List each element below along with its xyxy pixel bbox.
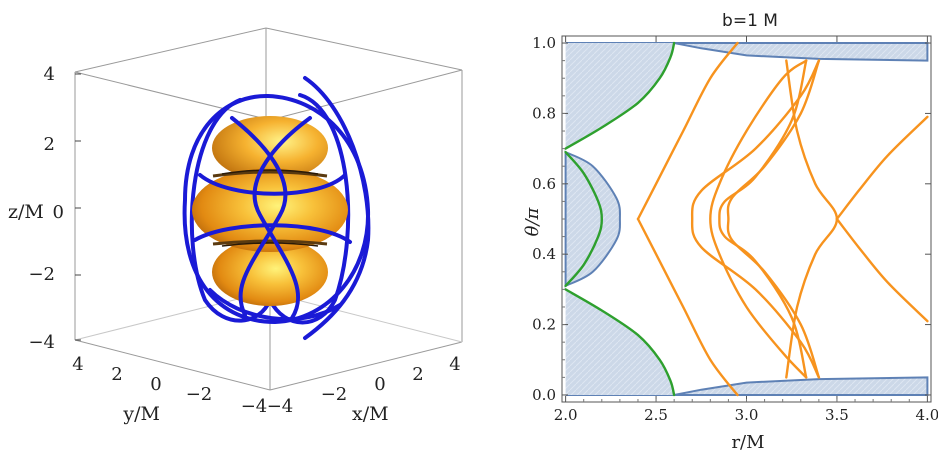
forbidden-regions <box>564 42 929 396</box>
orbit-4-curve <box>726 59 821 379</box>
y-tick-label: 0.4 <box>532 245 556 263</box>
orbit-2-curve <box>690 59 821 379</box>
green-lower-curve <box>564 288 676 397</box>
green-middle-curve <box>564 150 604 288</box>
x-tick-label: 3.0 <box>735 406 759 424</box>
x-axis-label: r/M <box>731 432 764 453</box>
y-tick-label: 0.2 <box>532 316 556 334</box>
y-tick: −2 <box>186 384 213 405</box>
axis-ticks: 2.0 2.5 3.0 3.5 4.0 0.0 0.2 0.4 0.6 0.8 1.0 <box>532 34 938 424</box>
orbit-3d-plot: 4 2 0 −2 −4 z/M 4 2 0 −2 −4 y/M 4 2 0 <box>8 27 463 425</box>
curves <box>564 41 929 397</box>
z-tick: 2 <box>44 134 55 155</box>
x-tick: 2 <box>412 364 423 385</box>
z-axis-ticks: 4 2 0 −2 −4 <box>28 64 64 353</box>
y-tick-label: 1.0 <box>532 34 556 52</box>
y-tick-label: 0.0 <box>532 386 556 404</box>
y-tick: 0 <box>150 374 161 395</box>
orbit-right-lower-curve <box>835 217 929 323</box>
shaded-wedge-top <box>565 43 675 149</box>
z-tick: 4 <box>44 64 55 85</box>
x-tick: 0 <box>374 374 385 395</box>
green-upper-curve <box>564 41 676 150</box>
orbit-right-upper-curve <box>835 115 929 221</box>
orbit-6-curve <box>636 217 739 397</box>
x-tick: −2 <box>321 384 348 405</box>
x-tick: −4 <box>267 396 294 417</box>
x-tick-label: 3.5 <box>825 406 849 424</box>
x-axis-ticks: 4 2 0 −2 −4 <box>267 354 461 417</box>
y-tick-label: 0.6 <box>532 175 556 193</box>
orbit-5-curve <box>636 41 739 221</box>
theta-r-plot: b=1 M 2.0 2.5 3.0 3.5 4.00.00.20.40.60.81.0 … <box>522 11 938 453</box>
z-tick: −2 <box>28 264 55 285</box>
z-axis-label: z/M <box>8 201 44 223</box>
y-axis-ticks: 4 2 0 −2 −4 <box>72 354 267 417</box>
z-axis-tickmarks <box>75 73 81 341</box>
y-axis-label: y/M <box>122 403 160 425</box>
orbit-right-shoulder-curve <box>785 59 839 379</box>
x-tick-label: 2.0 <box>554 406 578 424</box>
orbit-3-curve <box>718 59 808 379</box>
shaded-wedge-bottom <box>565 289 675 395</box>
x-tick-label: 2.5 <box>644 406 668 424</box>
horizon-surface <box>192 116 348 306</box>
chart-title: b=1 M <box>722 11 778 31</box>
y-tick: 4 <box>72 354 83 375</box>
forbidden-region-middle <box>564 150 621 288</box>
orbit-1-curve <box>709 59 808 379</box>
z-tick: 0 <box>53 202 64 223</box>
y-tick: 2 <box>111 364 122 385</box>
orbit-front <box>182 76 371 340</box>
x-axis-label: x/M <box>352 403 389 425</box>
forbidden-region-bottom <box>565 376 929 396</box>
z-tick: −4 <box>28 332 55 353</box>
x-tick-label: 4.0 <box>915 406 938 424</box>
y-axis-label: θ/π <box>522 206 543 236</box>
y-tick-label: 0.8 <box>532 104 556 122</box>
forbidden-region-top <box>565 42 929 62</box>
x-tick: 4 <box>449 354 460 375</box>
y-tick: −4 <box>241 396 268 417</box>
